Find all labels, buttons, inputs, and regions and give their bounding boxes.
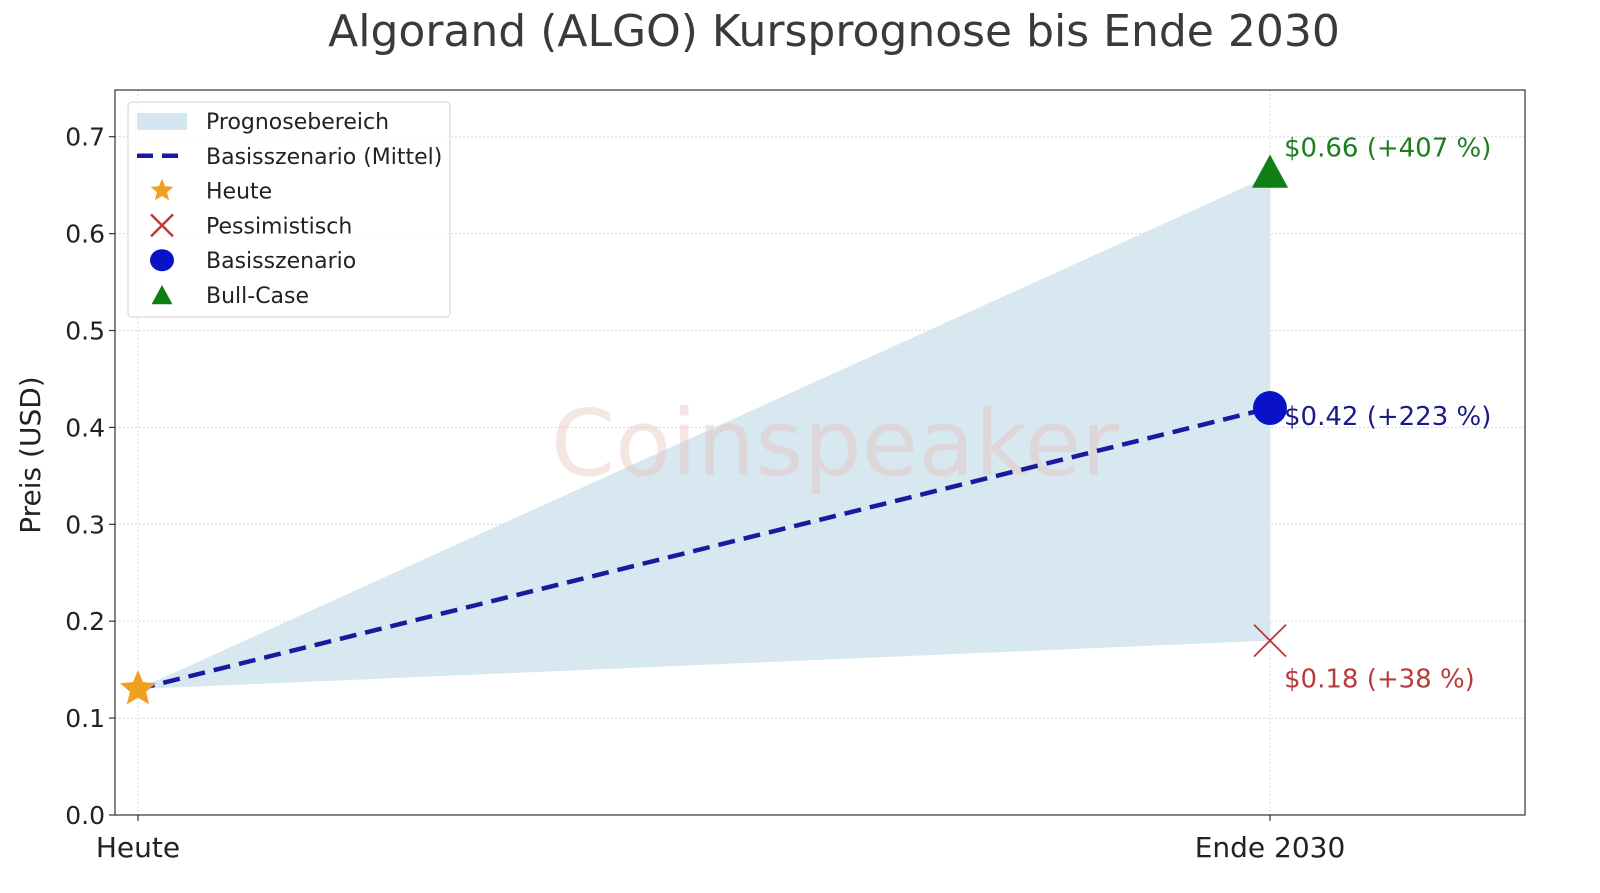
value-annotation: $0.42 (+223 %) — [1284, 402, 1491, 432]
y-tick-label: 0.1 — [65, 704, 105, 733]
x-stroke — [150, 213, 174, 238]
legend-area-swatch — [137, 113, 187, 130]
y-tick-label: 0.3 — [65, 510, 105, 539]
y-tick-label: 0.7 — [65, 123, 105, 152]
legend-triangle-icon — [151, 285, 173, 305]
x-tick-label: Heute — [96, 831, 180, 864]
legend: Prognosebereich Basisszenario (Mittel) Heu… — [127, 101, 451, 318]
legend-circle-icon — [150, 249, 174, 272]
base-circle-marker — [1253, 391, 1287, 426]
y-axis-label: Preis (USD) — [14, 376, 47, 533]
bull-triangle-marker — [1251, 154, 1289, 188]
plot-frame — [114, 89, 1526, 816]
x-tick-label: Ende 2030 — [1195, 831, 1346, 864]
y-tick-label: 0.6 — [65, 220, 105, 249]
legend-box — [127, 101, 451, 318]
value-annotation: $0.66 (+407 %) — [1284, 133, 1491, 163]
y-tick-label: 0.2 — [65, 607, 105, 636]
legend-label: Pessimistisch — [206, 214, 352, 239]
value-annotation: $0.18 (+38 %) — [1284, 665, 1475, 695]
watermark-text: Coinspeaker — [551, 390, 1119, 497]
legend-label: Basisszenario (Mittel) — [206, 145, 442, 170]
legend-label: Prognosebereich — [206, 110, 389, 135]
today-star-marker — [119, 670, 157, 705]
y-tick-label: 0.5 — [65, 317, 105, 346]
pessimistic-x-marker — [1253, 623, 1287, 658]
base-scenario-line — [137, 405, 1271, 692]
x-stroke — [1253, 623, 1287, 658]
y-tick-label: 0.0 — [65, 801, 105, 830]
chart-title: Algorand (ALGO) Kursprognose bis Ende 20… — [328, 6, 1340, 57]
legend-label: Heute — [206, 180, 272, 205]
legend-label: Basisszenario — [206, 249, 356, 274]
forecast-range-area — [138, 175, 1270, 690]
legend-star-icon — [150, 178, 174, 201]
legend-label: Bull-Case — [206, 284, 309, 309]
legend-x-icon — [150, 213, 174, 238]
y-tick-label: 0.4 — [65, 413, 105, 442]
